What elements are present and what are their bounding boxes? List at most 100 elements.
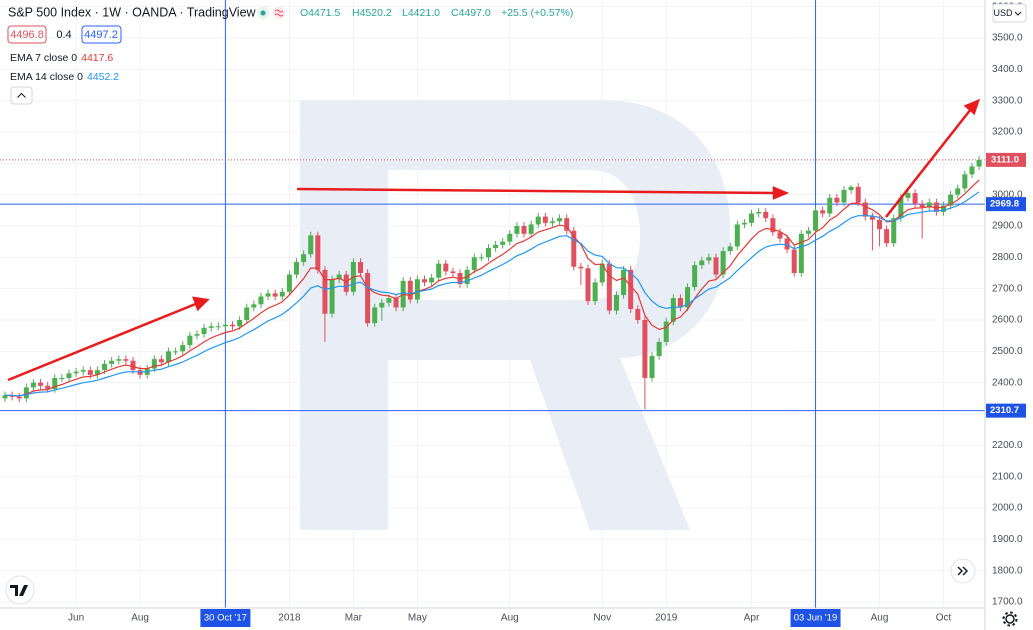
- chevron: [957, 566, 968, 576]
- y-tick-label: 3300.0: [992, 95, 1023, 106]
- x-tick-label: 2019: [655, 613, 678, 624]
- x-tick-label: Apr: [744, 613, 760, 624]
- axis-labels: 1700.01800.01900.02000.02100.02200.02300…: [68, 1, 1026, 627]
- candle-body: [542, 216, 548, 223]
- legend-value: 4417.6: [81, 52, 113, 64]
- ema-line: [4, 179, 980, 397]
- candle-body: [73, 371, 79, 374]
- candle-body: [429, 277, 435, 283]
- candle-body: [855, 186, 861, 203]
- candle-body: [16, 396, 22, 399]
- candle-body: [407, 280, 413, 300]
- y-tick-label: 2800.0: [992, 252, 1023, 263]
- candle-body: [393, 298, 399, 308]
- x-tick-label: Oct: [936, 613, 952, 624]
- candle-body: [230, 324, 236, 327]
- x-tick-label: May: [408, 613, 427, 624]
- legend: EMA 7 close 0 4417.6 EMA 14 close 0 4452.2: [10, 52, 119, 83]
- candle-body: [94, 370, 100, 375]
- candle-body: [884, 229, 890, 244]
- trend-arrows: [7, 98, 981, 382]
- price-badge: [986, 403, 1026, 418]
- candle-body: [493, 244, 499, 248]
- candle-body: [443, 263, 449, 272]
- arrow: [7, 301, 199, 382]
- candle-body: [877, 219, 883, 230]
- y-tick-label: 2000.0: [992, 503, 1023, 514]
- candle-body: [727, 246, 733, 252]
- candle-body: [834, 197, 840, 203]
- ema-line: [4, 191, 980, 397]
- candle-body: [677, 298, 683, 308]
- candle-body: [578, 266, 584, 269]
- legend-name: EMA 14 close 0: [10, 71, 83, 83]
- candle-body: [941, 205, 947, 212]
- candle-body: [919, 204, 925, 208]
- candle-body: [564, 218, 570, 231]
- ohlc-value: C4497.0: [451, 7, 491, 19]
- candle-body: [628, 269, 634, 310]
- candle-body: [52, 377, 58, 389]
- candle-body: [265, 293, 271, 297]
- buy-box[interactable]: [81, 25, 122, 44]
- candle-body: [514, 226, 520, 234]
- candle-body: [848, 186, 854, 190]
- arrow-head: [192, 296, 210, 312]
- chevron: [1014, 11, 1022, 16]
- candle-body: [557, 218, 563, 222]
- candle-body: [663, 321, 669, 342]
- candle-body: [251, 304, 257, 308]
- arrow-head: [772, 186, 790, 200]
- y-tick-label: 2700.0: [992, 283, 1023, 294]
- candle-body: [962, 174, 968, 189]
- collapse-button[interactable]: [10, 86, 33, 105]
- candle-body: [336, 274, 342, 280]
- candle-body: [2, 395, 8, 399]
- candle-body: [421, 279, 427, 283]
- y-tick-label: 2900.0: [992, 221, 1023, 232]
- candle-body: [166, 351, 172, 363]
- candle-body: [365, 273, 371, 324]
- candle-body: [222, 324, 228, 327]
- candle-body: [777, 232, 783, 239]
- candle-body: [272, 293, 278, 297]
- y-tick-label: 3400.0: [992, 64, 1023, 75]
- price-badge: [986, 152, 1026, 167]
- candle-body: [606, 263, 612, 311]
- currency-button[interactable]: [992, 3, 1027, 23]
- logo-badge[interactable]: [5, 575, 35, 605]
- candle-body: [315, 235, 321, 270]
- candle-body: [535, 216, 541, 225]
- last-price-label: 3111.0: [991, 154, 1019, 165]
- candle-body: [891, 218, 897, 244]
- candle-body: [549, 221, 555, 223]
- settings-icon: [1002, 611, 1018, 627]
- price-label: 2310.7: [990, 405, 1019, 416]
- candle-body: [258, 296, 264, 305]
- status-icon: [273, 7, 285, 19]
- candle-body: [635, 309, 641, 320]
- candle-body: [926, 202, 932, 208]
- candle-body: [827, 197, 833, 214]
- buy-price: 4497.2: [84, 29, 118, 41]
- sell-price: 4496.8: [10, 29, 44, 41]
- candle-body: [294, 262, 300, 275]
- settings-icon[interactable]: [1005, 614, 1015, 624]
- candle-body: [592, 282, 598, 302]
- candle-body: [386, 298, 392, 303]
- candle-body: [66, 373, 72, 378]
- date-badge: [200, 609, 251, 627]
- sell-box[interactable]: [7, 25, 47, 44]
- candle-body: [379, 302, 385, 308]
- candle-body: [507, 233, 513, 242]
- candle-body: [450, 271, 456, 273]
- scroll-button[interactable]: [950, 558, 976, 584]
- candle-body: [948, 194, 954, 206]
- arrow: [885, 108, 972, 218]
- candle-body: [805, 230, 811, 234]
- candle-body: [208, 326, 214, 328]
- candle-body: [685, 287, 691, 308]
- price-label: 2969.8: [990, 199, 1019, 210]
- candle-body: [329, 279, 335, 314]
